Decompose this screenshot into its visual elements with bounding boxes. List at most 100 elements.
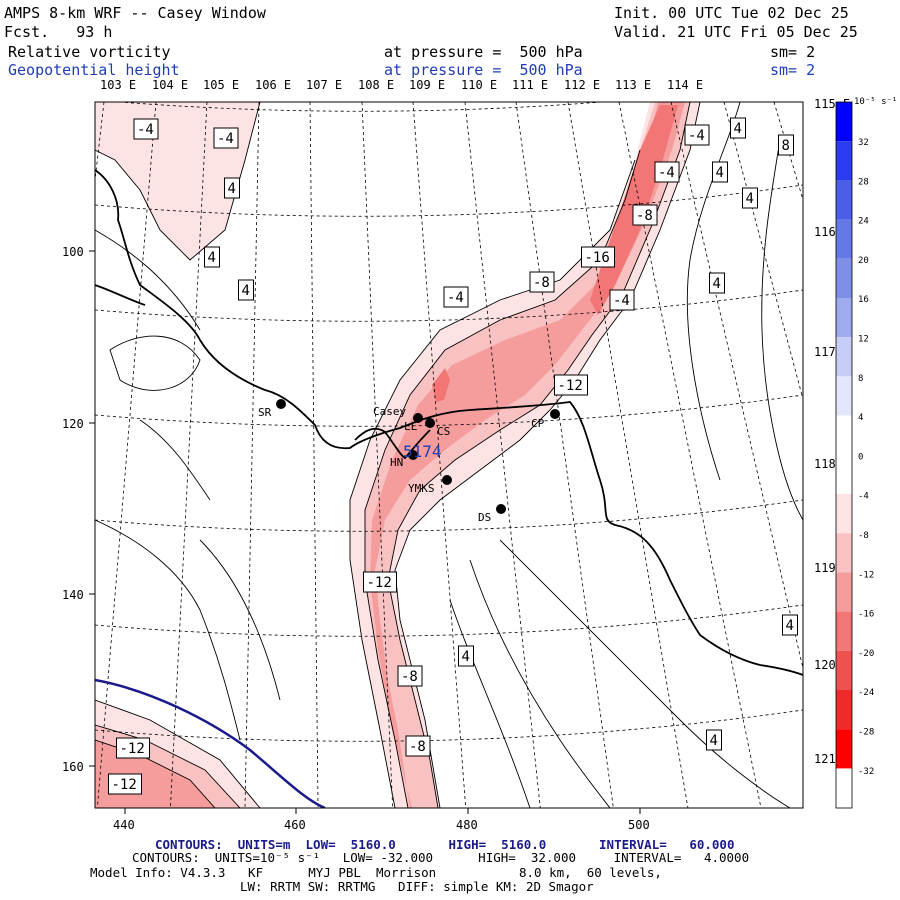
colorbar-frame [835, 101, 853, 809]
vort-shade-minus16-b [432, 368, 450, 402]
top-lon-label: 105 E [203, 78, 239, 92]
y-tick-120: 120 [62, 417, 84, 431]
vorticity-shading [95, 102, 700, 808]
top-lon-label: 107 E [306, 78, 342, 92]
footer-vorticity-contours: CONTOURS: UNITS=10⁻⁵ s⁻¹ LOW= -32.000 HI… [132, 850, 750, 865]
svg-text:-4: -4 [688, 128, 705, 144]
colorbar-tick: -16 [858, 610, 874, 620]
meridian-line [361, 102, 394, 808]
meridian-line [170, 102, 208, 808]
contour-label: 4 [730, 117, 746, 139]
colorbar-tick: 0 [858, 452, 863, 462]
colorbar-unit: 10⁻⁵ s⁻¹ [854, 97, 897, 107]
colorbar-tick: -28 [858, 728, 874, 738]
colorbar-swatch [836, 180, 852, 220]
x-axis: 440 460 480 500 [113, 808, 650, 832]
colorbar-tick: 24 [858, 217, 869, 227]
x-tick-460: 460 [284, 818, 306, 832]
parallel-line [95, 394, 803, 427]
svg-text:4: 4 [228, 181, 236, 197]
contour-label: 4 [782, 614, 798, 636]
contour-label: -12 [554, 374, 588, 396]
top-lon-label: 110 E [461, 78, 497, 92]
svg-text:4: 4 [734, 121, 742, 137]
footer-height-contours: CONTOURS: UNITS=m LOW= 5160.0 HIGH= 5160… [155, 837, 735, 852]
svg-text:-8: -8 [533, 275, 550, 291]
field2-smoothing: sm= 2 [770, 61, 816, 79]
svg-text:-4: -4 [137, 122, 154, 138]
svg-text:-12: -12 [558, 378, 583, 394]
colorbar-swatch [836, 533, 852, 573]
svg-text:-12: -12 [112, 777, 137, 793]
svg-text:4: 4 [208, 250, 216, 266]
meridian-line [244, 102, 260, 808]
parallel-line [95, 289, 803, 322]
contour-label: -12 [363, 571, 397, 593]
colorbar-tick: 4 [858, 413, 863, 423]
colorbar-swatch [836, 690, 852, 730]
station-label-cs: CS [437, 425, 450, 438]
y-tick-160: 160 [62, 760, 84, 774]
colorbar-tick: 16 [858, 295, 869, 305]
meridian-line [96, 102, 157, 808]
parallel-line [95, 184, 803, 217]
forecast-hour: Fcst. 93 h [4, 23, 113, 41]
top-lon-label: 111 E [512, 78, 548, 92]
contour-label: 4 [712, 161, 728, 183]
meridian-line [95, 102, 105, 184]
colorbar-swatch [836, 102, 852, 142]
colorbar-swatch [836, 415, 852, 455]
station-marker-hn [408, 450, 418, 460]
colorbar-tick: 8 [858, 374, 863, 384]
contour-label: -8 [405, 735, 431, 757]
height-contour-label: 5174 [403, 442, 442, 461]
meridian-line [309, 102, 319, 808]
top-lon-label: 113 E [615, 78, 651, 92]
station-marker-cp [550, 409, 560, 419]
svg-text:-4: -4 [217, 131, 234, 147]
svg-text:-4: -4 [658, 165, 675, 181]
station-label-sr: SR [258, 406, 272, 419]
svg-text:-8: -8 [636, 208, 653, 224]
meridian-line [515, 102, 614, 808]
colorbar: 32 28 24 20 16 12 8 4 0 -4 -8 -12 -16 -20 -24 -28 -32 [835, 101, 874, 809]
init-time: Init. 00 UTC Tue 02 Dec 25 [614, 4, 849, 22]
svg-text:-4: -4 [447, 290, 464, 306]
station-label-ds: DS [478, 511, 491, 524]
contour-label: 4 [742, 187, 758, 209]
contour-label: -4 [133, 118, 159, 140]
colorbar-swatch [836, 376, 852, 416]
field2-level: at pressure = 500 hPa [384, 61, 583, 79]
coastline-casey [354, 427, 431, 460]
contour-label: 4 [706, 729, 722, 751]
contour-label: -4 [654, 161, 680, 183]
contour-label: -4 [443, 286, 469, 308]
top-lon-label: 103 E [100, 78, 136, 92]
station-label-cp: CP [531, 417, 545, 430]
footer-model-info: Model Info: V4.3.3 KF MYJ PBL Morrison 8… [90, 865, 662, 880]
colorbar-tick: 28 [858, 177, 869, 187]
x-tick-440: 440 [113, 818, 135, 832]
top-lon-label: 104 E [152, 78, 188, 92]
contour-label: -8 [632, 204, 658, 226]
colorbar-swatch [836, 337, 852, 377]
coastline [95, 169, 803, 676]
svg-text:4: 4 [746, 191, 754, 207]
svg-text:-8: -8 [401, 669, 418, 685]
top-lon-label: 109 E [409, 78, 445, 92]
svg-text:-8: -8 [409, 739, 426, 755]
station-marker-cs [425, 418, 435, 428]
station-marker-sr [276, 399, 286, 409]
colorbar-tick: -24 [858, 688, 874, 698]
stations: SR Casey CS LL HN YMKS DS CP [258, 399, 560, 524]
station-marker-ds [496, 504, 506, 514]
svg-text:-4: -4 [613, 293, 630, 309]
contour-label: -4 [213, 127, 239, 149]
colorbar-swatch [836, 611, 852, 651]
colorbar-swatch [836, 650, 852, 690]
contour-label: -12 [116, 737, 150, 759]
parallel-line [114, 102, 607, 112]
station-label-ymks: YMKS [408, 482, 435, 495]
colorbar-swatch [836, 258, 852, 298]
field1-level: at pressure = 500 hPa [384, 43, 583, 61]
